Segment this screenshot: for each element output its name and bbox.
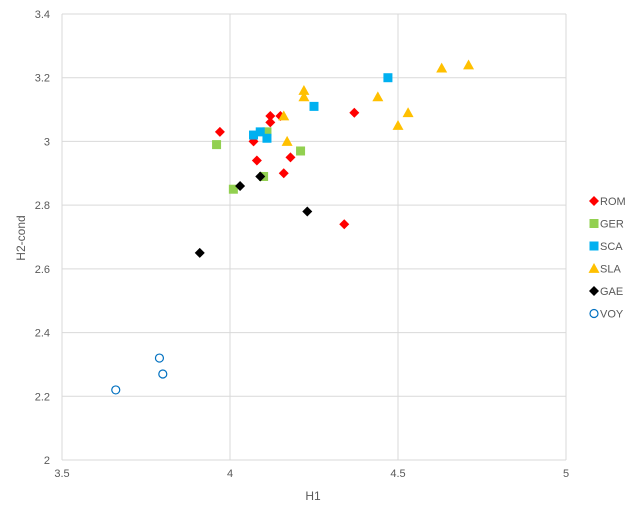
y-tick-label: 2.2 bbox=[35, 391, 50, 403]
point-sla bbox=[402, 107, 414, 118]
legend-marker-voy bbox=[589, 308, 599, 319]
x-tick-label: 3.5 bbox=[54, 468, 69, 480]
point-voy bbox=[158, 369, 168, 379]
legend-label-sla: SLA bbox=[600, 264, 621, 276]
point-rom bbox=[214, 126, 225, 137]
point-gae bbox=[235, 181, 246, 192]
point-rom bbox=[349, 107, 360, 118]
point-sla bbox=[463, 59, 475, 70]
point-voy bbox=[154, 353, 165, 363]
legend-marker-gae bbox=[589, 286, 599, 296]
point-sca bbox=[383, 73, 393, 83]
point-ger bbox=[296, 146, 306, 156]
point-sla bbox=[278, 110, 290, 121]
y-tick-label: 3.2 bbox=[35, 73, 50, 85]
point-gae bbox=[255, 171, 266, 182]
legend-label-gae: GAE bbox=[600, 286, 623, 298]
point-sla bbox=[436, 62, 448, 73]
legend-marker-sca bbox=[589, 241, 599, 251]
legend-marker-ger bbox=[589, 219, 599, 228]
point-sca bbox=[249, 130, 259, 140]
point-sla bbox=[298, 84, 310, 95]
y-tick-label: 2.4 bbox=[35, 328, 50, 340]
point-rom bbox=[265, 110, 276, 121]
point-rom bbox=[285, 152, 296, 163]
point-gae bbox=[194, 247, 205, 258]
legend-marker-rom bbox=[589, 196, 599, 206]
point-sca bbox=[262, 133, 272, 143]
point-rom bbox=[339, 219, 350, 230]
point-rom bbox=[251, 155, 262, 166]
point-ger bbox=[212, 140, 222, 150]
point-sla bbox=[372, 91, 384, 102]
legend-marker-sla bbox=[588, 263, 600, 273]
data-points bbox=[111, 59, 475, 395]
point-rom bbox=[278, 168, 289, 179]
y-tick-label: 2 bbox=[44, 455, 50, 467]
point-sca bbox=[309, 101, 319, 111]
point-rom bbox=[265, 117, 276, 128]
grid-lines bbox=[61, 13, 567, 461]
point-voy bbox=[111, 385, 121, 395]
x-tick-label: 4 bbox=[227, 468, 233, 480]
legend-label-voy: VOY bbox=[600, 309, 624, 321]
legend-label-sca: SCA bbox=[600, 241, 623, 253]
y-tick-label: 3 bbox=[44, 136, 50, 148]
y-axis-label: H2-cond bbox=[14, 215, 28, 260]
point-ger bbox=[228, 184, 238, 194]
x-axis-label: H1 bbox=[305, 489, 321, 503]
x-axis-ticks: 3.5 4 4.5 5 bbox=[54, 468, 569, 480]
legend-label-rom: ROM bbox=[600, 196, 626, 208]
legend: ROM GER SCA SLA GAE VOY bbox=[588, 196, 626, 321]
x-tick-label: 4.5 bbox=[390, 468, 405, 480]
point-gae bbox=[302, 206, 313, 217]
point-sla bbox=[392, 120, 404, 130]
x-tick-label: 5 bbox=[563, 468, 569, 480]
point-ger bbox=[262, 127, 272, 137]
y-axis-ticks: 2 2.2 2.4 2.6 2.8 3 3.2 3.4 bbox=[35, 9, 50, 467]
point-sca bbox=[255, 127, 265, 137]
legend-label-ger: GER bbox=[600, 219, 624, 231]
y-tick-label: 2.6 bbox=[35, 264, 50, 276]
point-sla bbox=[281, 135, 293, 146]
y-tick-label: 3.4 bbox=[35, 9, 50, 21]
point-sla bbox=[298, 91, 310, 102]
y-tick-label: 2.8 bbox=[35, 200, 50, 212]
